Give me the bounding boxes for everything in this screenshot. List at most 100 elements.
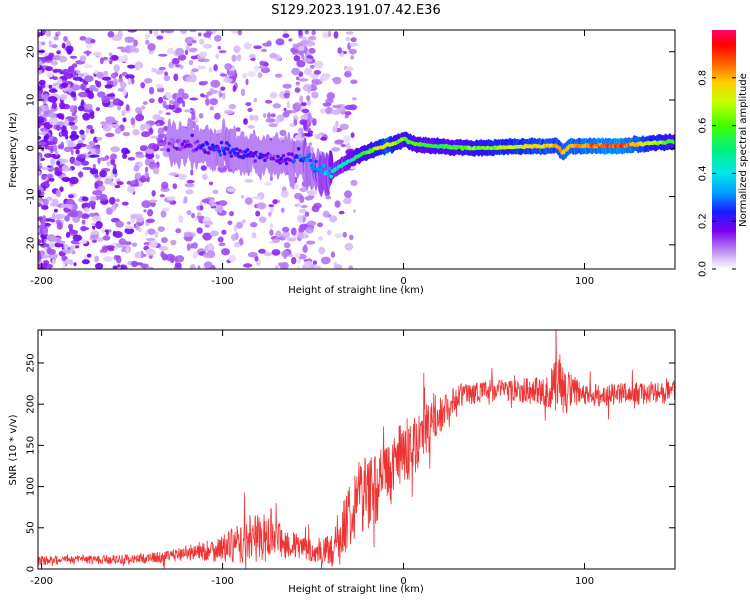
noise-blob [251,232,257,239]
noise-blob [243,118,248,125]
noise-blob [90,128,95,134]
noise-blob [294,87,301,93]
ridge-core [220,146,225,150]
noise-blob [89,154,100,158]
colorbar-tick-label: 0.2 [698,213,709,229]
noise-blob [96,136,103,141]
noise-blob [45,66,53,72]
noise-blob [289,123,295,128]
y-tick-label: -10 [26,188,37,204]
noise-blob [301,108,310,114]
noise-blob [53,208,58,213]
noise-blob [148,51,154,55]
noise-blob [158,245,169,251]
noise-blob [48,52,55,58]
x-tick-label: 100 [575,276,594,287]
noise-blob [314,265,322,269]
noise-blob [84,75,94,82]
ridge-core [288,158,292,162]
noise-blob [350,179,358,186]
noise-blob [333,31,339,39]
colorbar-gradient [712,30,736,269]
ridge-core [312,165,316,169]
noise-blob [236,54,242,62]
noise-blob [82,112,91,121]
noise-blob [207,243,214,251]
noise-blob [61,42,66,49]
noise-blob [319,76,325,82]
ridge-core [236,151,240,156]
noise-blob [244,197,253,205]
noise-blob [80,83,87,91]
noise-blob [299,195,305,204]
ridge-core [296,147,301,151]
noise-blob [221,248,230,256]
ridge-core [182,139,187,144]
noise-blob [240,195,245,199]
y-tick-label: 250 [26,353,37,372]
noise-blob [134,251,142,259]
noise-blob [302,58,313,63]
noise-blob [125,39,128,43]
noise-blob [86,50,90,57]
noise-blob [68,229,79,235]
noise-blob [135,114,145,122]
colorbar-tick-label: 0.0 [698,261,709,277]
noise-blob [75,245,80,249]
noise-blob [54,166,60,174]
ridge-core [166,148,171,152]
noise-blob [72,76,83,81]
noise-blob [95,148,101,155]
snr-x-ticks: -200 -100 0 100 [30,330,594,587]
noise-blob [38,170,41,176]
noise-blob [217,200,228,207]
noise-blob [245,102,252,107]
noise-blob [53,143,57,152]
noise-blob [282,83,292,89]
noise-blob [233,45,241,54]
noise-blob [212,189,219,195]
noise-blob [250,222,258,228]
noise-blob [144,229,148,237]
noise-blob [255,210,261,217]
noise-blob [80,213,90,219]
noise-blob [275,73,283,78]
noise-blob [298,208,307,214]
noise-blob [254,255,259,262]
noise-blob [264,181,272,186]
noise-blob [275,265,279,269]
noise-blob [64,243,69,251]
noise-blob [55,124,62,131]
noise-blob [108,120,119,124]
noise-blob [158,96,164,104]
noise-blob [38,32,45,36]
noise-blob [48,84,53,89]
noise-blob [337,47,343,54]
noise-blob [81,99,85,107]
noise-blob [38,106,42,113]
noise-blob [259,60,265,65]
noise-blob [261,48,267,53]
noise-blob [327,30,332,38]
noise-blob [197,65,207,70]
noise-blob [317,222,323,228]
noise-blob [166,196,176,201]
noise-blob [283,242,291,249]
noise-blob [138,227,142,233]
noise-blob [133,165,140,172]
noise-blob [183,109,193,113]
noise-blob [61,164,70,172]
noise-blob [48,40,52,48]
noise-blob [231,54,237,62]
noise-blob [263,252,273,257]
noise-blob [190,169,194,176]
noise-blob [267,112,271,119]
noise-blob [178,215,184,224]
noise-blob [116,181,124,186]
noise-blob [344,190,352,199]
noise-blob [124,227,135,235]
noise-blob [38,131,44,136]
spectrogram-frame [37,29,676,270]
noise-blob [106,58,111,62]
noise-blob [297,131,302,139]
